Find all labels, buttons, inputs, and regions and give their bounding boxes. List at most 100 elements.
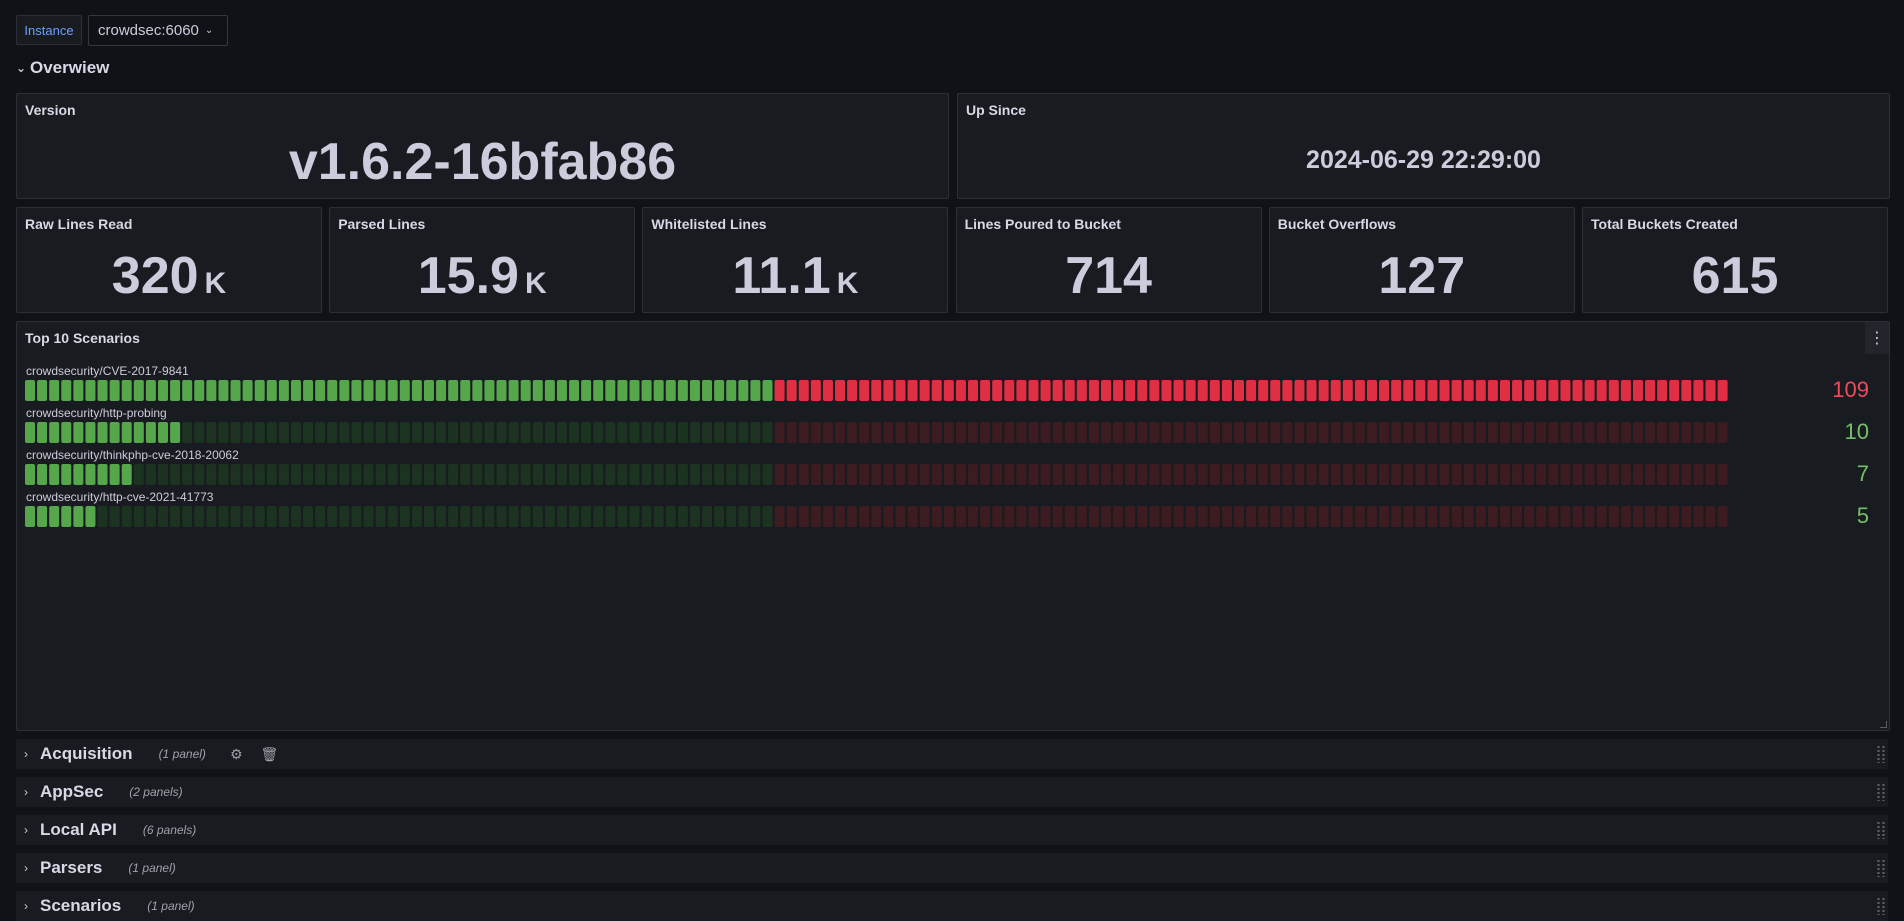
gauge-cell-filled [1596,380,1607,401]
gauge-cell-filled [61,464,72,485]
gauge-cell-filled [810,380,821,401]
gauge-cell-empty [315,506,326,527]
gauge-cell-empty [1282,464,1293,485]
gauge-cell-filled [97,422,108,443]
gauge-cell-empty [1427,464,1438,485]
gauge-cell-filled [1101,380,1112,401]
gauge-cell-empty [1415,422,1426,443]
collapsed-row[interactable]: › Scenarios (1 panel) [16,891,1888,921]
gauge-cell-empty [532,464,543,485]
collapsed-row[interactable]: › AppSec (2 panels) [16,777,1888,807]
gauge-cell-filled [254,380,265,401]
gauge-cell-filled [133,380,144,401]
collapsed-row[interactable]: › Local API (6 panels) [16,815,1888,845]
gauge-cell-empty [230,464,241,485]
gauge-cell-filled [1173,380,1184,401]
gauge-cell-empty [955,422,966,443]
gauge-cell-empty [1705,464,1716,485]
gauge-cell-empty [145,464,156,485]
gauge-cell-filled [1512,380,1523,401]
drag-handle-icon[interactable] [1876,897,1886,915]
row-title: Acquisition [40,744,133,763]
gauge-cell-empty [170,464,181,485]
gauge-cell-empty [351,464,362,485]
stat-panel: Bucket Overflows 127 [1268,207,1575,313]
row-header-overview[interactable]: ⌄ Overwiew [16,58,109,78]
chevron-right-icon: › [24,861,28,875]
gauge-cell-empty [363,422,374,443]
gauge-cell-empty [1499,506,1510,527]
gauge-cell-empty [992,464,1003,485]
gauge-cell-empty [145,506,156,527]
gauge-cell-filled [593,380,604,401]
gauge-cell-filled [25,506,35,527]
drag-handle-icon[interactable] [1876,821,1886,839]
gauge-cell-empty [109,506,120,527]
gauge-cell-filled [1028,380,1039,401]
gauge-cell-filled [883,380,894,401]
gauge-cell-empty [1512,464,1523,485]
gauge-cell-empty [1161,506,1172,527]
stat-number: 320 [111,247,199,305]
gauge-cell-empty [303,506,314,527]
gauge-cell-empty [1330,506,1341,527]
gauge-cell-filled [1584,380,1595,401]
gauge-cell-empty [1620,422,1631,443]
gauge-cell-empty [1088,422,1099,443]
gauge-cell-empty [1366,464,1377,485]
kebab-menu-icon[interactable]: ⋮ [1865,322,1889,354]
resize-handle-icon[interactable] [1880,721,1887,728]
gauge-cell-empty [484,422,495,443]
gauge-cell-filled [919,380,930,401]
gauge-cell-filled [1717,380,1728,401]
stat-number: 11.1 [732,247,831,305]
gauge-cell-empty [266,464,277,485]
gauge-cell-empty [1294,422,1305,443]
trash-icon[interactable]: 🗑 [260,745,279,762]
gear-icon[interactable]: ⚙ [229,745,243,762]
panel-title: Total Buckets Created [1591,216,1738,232]
collapsed-row[interactable]: › Acquisition (1 panel) ⚙ 🗑 [16,739,1888,769]
gauge-cell-empty [943,422,954,443]
gauge-cell-empty [1560,506,1571,527]
gauge-cell-filled [37,506,48,527]
gauge-cell-filled [121,464,132,485]
gauge-cell-empty [399,464,410,485]
gauge-cell-filled [1439,380,1450,401]
gauge-cell-empty [581,422,592,443]
drag-handle-icon[interactable] [1876,783,1886,801]
gauge-cell-empty [1596,422,1607,443]
gauge-cell-empty [581,464,592,485]
gauge-cell-empty [206,464,217,485]
gauge-cell-empty [677,506,688,527]
gauge-cell-filled [1185,380,1196,401]
gauge-cell-empty [786,422,797,443]
gauge-cell-filled [1088,380,1099,401]
gauge-cell-empty [1234,506,1244,527]
gauge-cell-filled [121,422,132,443]
stat-panel: Whitelisted Lines 11.1 K [642,207,949,313]
gauge-cell-empty [689,506,700,527]
gauge-cell-filled [1451,380,1462,401]
gauge-cell-empty [266,422,277,443]
gauge-cell-filled [738,380,749,401]
gauge-cell-empty [1403,464,1414,485]
gauge-cell-empty [1512,506,1523,527]
gauge-cell-empty [1657,506,1668,527]
collapsed-row[interactable]: › Parsers (1 panel) [16,853,1888,883]
gauge-cell-empty [1475,506,1486,527]
gauge-cell-empty [798,464,809,485]
instance-variable-select[interactable]: crowdsec:6060 ⌄ [88,15,228,46]
gauge-cell-filled [1076,380,1087,401]
gauge-cell-empty [1318,422,1329,443]
gauge-cell-filled [157,422,168,443]
drag-handle-icon[interactable] [1876,745,1886,763]
gauge-cell-filled [968,380,979,401]
gauge-cell-empty [423,506,434,527]
gauge-cell-filled [472,380,483,401]
gauge-cell-empty [762,422,773,443]
gauge-cell-empty [1270,464,1281,485]
gauge-cell-filled [1197,380,1208,401]
gauge-cell-empty [399,506,410,527]
drag-handle-icon[interactable] [1876,859,1886,877]
